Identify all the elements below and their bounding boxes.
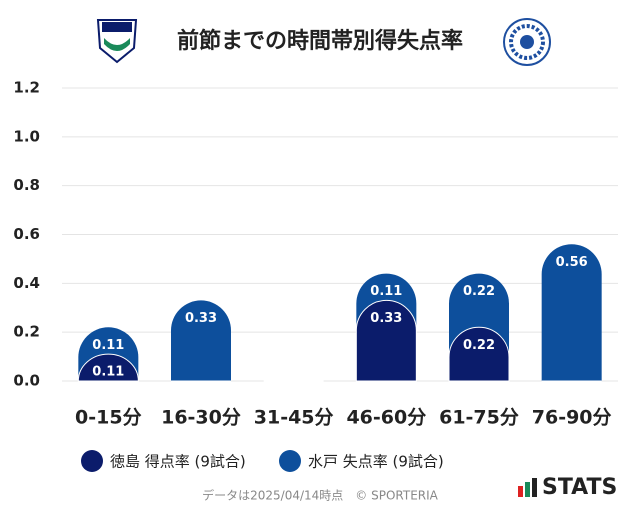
bar-segment <box>77 353 139 382</box>
legend-swatch <box>81 450 103 472</box>
y-tick-label: 0.4 <box>13 274 40 292</box>
legend-label: 水戸 失点率 (9試合) <box>308 453 444 471</box>
bar-segment <box>171 300 232 381</box>
value-label: 0.11 <box>92 338 124 353</box>
x-tick-label: 61-75分 <box>439 407 519 429</box>
value-label: 0.33 <box>185 311 217 326</box>
footer: データは2025/04/14時点 © SPORTERIA <box>202 488 439 503</box>
y-tick-label: 0.6 <box>13 225 40 243</box>
value-label: 0.22 <box>463 284 495 299</box>
x-tick-label: 31-45分 <box>254 407 334 429</box>
bar-segment <box>355 300 417 382</box>
y-tick-label: 1.2 <box>13 79 40 97</box>
bar-segment <box>541 244 602 381</box>
x-tick-label: 16-30分 <box>161 407 241 429</box>
brand: STATS <box>542 475 617 500</box>
chart-title: 前節までの時間帯別得失点率 <box>177 28 463 54</box>
value-label: 0.22 <box>463 338 495 353</box>
y-tick-label: 0.8 <box>13 176 40 194</box>
team-logo-left <box>96 19 138 64</box>
x-tick-label: 46-60分 <box>346 407 426 429</box>
legend-swatch <box>279 450 301 472</box>
bar-segment <box>448 326 510 382</box>
value-label: 0.11 <box>92 365 124 380</box>
x-tick-label: 0-15分 <box>75 407 142 429</box>
brand-logo: STATS <box>518 475 617 500</box>
team-logo-right <box>503 18 551 66</box>
x-tick-label: 76-90分 <box>532 407 612 429</box>
value-label: 0.33 <box>370 311 402 326</box>
y-tick-label: 1.0 <box>13 127 40 145</box>
y-tick-label: 0.2 <box>13 323 40 341</box>
legend-label: 徳島 得点率 (9試合) <box>110 453 246 471</box>
y-tick-label: 0.0 <box>13 372 40 390</box>
value-label: 0.56 <box>556 255 588 270</box>
value-label: 0.11 <box>370 284 402 299</box>
